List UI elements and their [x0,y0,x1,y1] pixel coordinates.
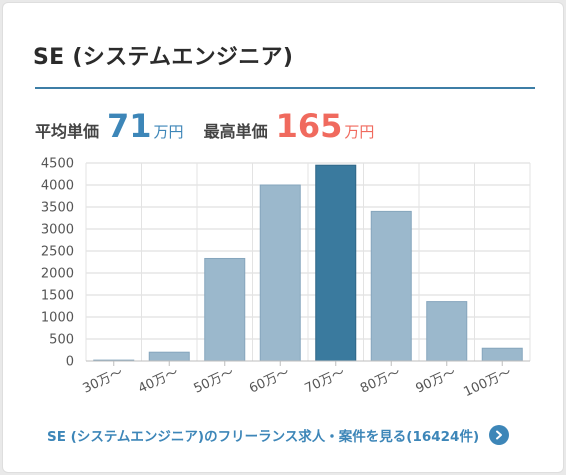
y-tick-label: 4000 [41,179,74,194]
x-tick-label: 70万～ [303,365,348,397]
y-tick-label: 2000 [41,267,74,282]
x-tick-label: 100万～ [462,365,514,400]
job-listings-link-text[interactable]: SE (システムエンジニア)のフリーランス求人・案件を見る(16424件) [47,429,480,445]
x-tick-label: 40万～ [136,365,181,397]
x-tick-label: 60万～ [247,365,292,397]
y-tick-label: 3500 [41,201,74,216]
bar-2 [204,257,246,362]
bar-6 [426,301,468,362]
max-price-label: 最高単価 [203,122,268,141]
bar-5 [370,210,412,362]
card-title: SE (システムエンジニア) [33,45,294,70]
y-tick-label: 3000 [41,223,74,238]
y-tick-label: 1000 [41,311,74,326]
x-tick-label: 50万～ [192,365,237,397]
price-summary: 平均単価 71 万円 最高単価 165 万円 [35,107,374,155]
average-price-value: 71 [107,107,152,145]
average-price-label: 平均単価 [35,122,100,141]
x-tick-label: 80万～ [358,365,403,397]
y-tick-label: 2500 [41,245,74,260]
average-price-unit: 万円 [153,123,184,141]
bar-7 [481,347,523,362]
job-listings-link[interactable]: SE (システムエンジニア)のフリーランス求人・案件を見る(16424件) [47,423,537,447]
bar-4 [315,164,357,362]
y-tick-label: 500 [49,333,74,348]
x-tick-label: 90万～ [414,365,459,397]
bar-1 [148,351,190,362]
x-tick-label: 30万～ [81,365,126,397]
y-tick-label: 0 [66,355,74,370]
max-price-value: 165 [275,107,343,145]
y-tick-label: 4500 [41,157,74,172]
max-price-unit: 万円 [344,123,375,141]
title-divider [35,87,535,89]
bar-3 [259,184,301,362]
y-tick-label: 1500 [41,289,74,304]
chevron-right-icon[interactable] [489,425,510,445]
